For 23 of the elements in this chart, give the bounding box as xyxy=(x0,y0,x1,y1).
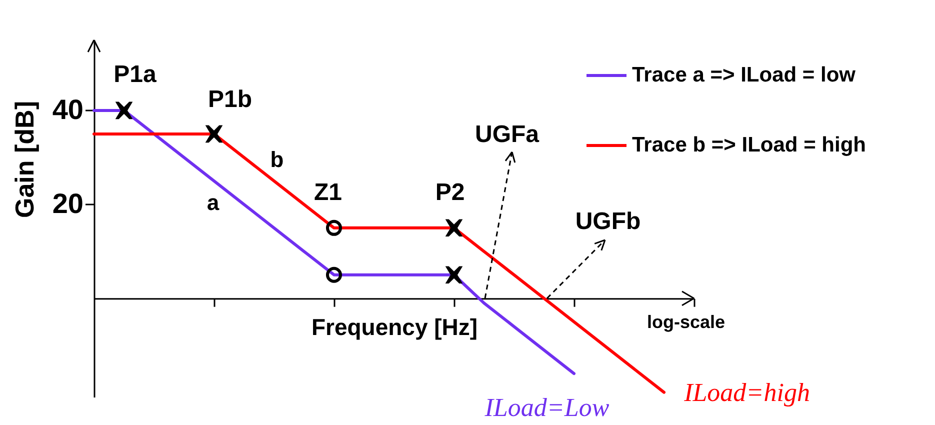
annotation: ILoad=high xyxy=(683,378,810,407)
annotation: UGFa xyxy=(474,121,540,148)
annotation: b xyxy=(270,147,284,172)
annotation: P1a xyxy=(114,61,158,88)
x-axis-title: Frequency [Hz] xyxy=(311,314,478,340)
annotation: P2 xyxy=(435,179,465,206)
point xyxy=(445,266,463,284)
point xyxy=(326,220,342,236)
annotation: log-scale xyxy=(646,312,726,332)
point xyxy=(115,102,133,120)
y-tick-label: 20 xyxy=(52,188,84,219)
point xyxy=(205,125,223,143)
legend-label: Trace a => ILoad = low xyxy=(632,64,856,86)
y-axis-title: Gain [dB] xyxy=(10,101,40,218)
point xyxy=(326,266,342,283)
legend-label: Trace b => ILoad = high xyxy=(632,134,866,156)
annotation: Z1 xyxy=(314,179,342,206)
annotation: ILoad=Low xyxy=(484,393,610,422)
point xyxy=(445,219,463,237)
annotation: P1b xyxy=(208,86,252,113)
annotation: UGFb xyxy=(575,208,641,235)
annotation: a xyxy=(206,190,220,215)
y-tick-label: 40 xyxy=(52,94,84,125)
